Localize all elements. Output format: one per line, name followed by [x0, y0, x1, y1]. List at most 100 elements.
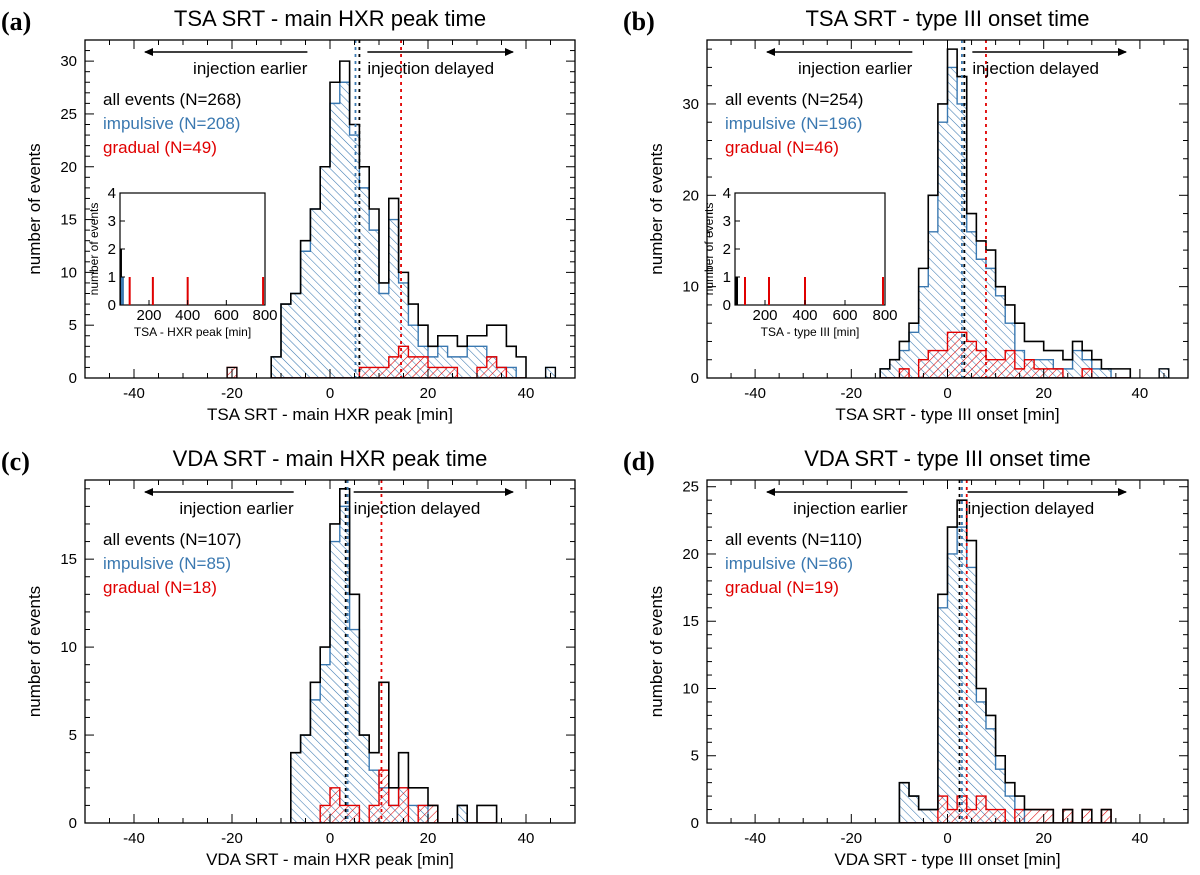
extra-bar-outline: [226, 366, 238, 378]
extra-bar-outline: [1158, 368, 1170, 378]
inset-y-axis-label: number of events: [702, 203, 716, 296]
y-axis-label: number of events: [647, 143, 666, 274]
x-axis-label: TSA SRT - main HXR peak [min]: [207, 405, 453, 424]
inset-x-tick-label: 800: [872, 307, 897, 324]
inset-y-tick-label: 0: [108, 297, 116, 314]
legend-impulsive: impulsive (N=85): [103, 554, 231, 573]
y-tick-label: 10: [60, 264, 77, 281]
inset-y-tick-label: 3: [723, 213, 731, 230]
y-tick-label: 15: [60, 551, 77, 568]
legend-all-events: all events (N=254): [725, 90, 863, 109]
y-tick-label: 30: [60, 53, 77, 70]
x-tick-label: 0: [326, 830, 334, 847]
inset-y-tick-label: 0: [723, 297, 731, 314]
y-tick-label: 25: [60, 106, 77, 123]
y-tick-label: 10: [682, 279, 699, 296]
panel-c: -40 -20 0 20 40 0 5 10 15 VDA SRT - main HXR peak…: [1, 446, 576, 869]
y-tick-label: 15: [682, 613, 699, 630]
x-tick-label: -20: [221, 385, 243, 402]
x-tick-label: 20: [420, 830, 437, 847]
impulsive-histogram: [290, 505, 497, 823]
inset-x-tick-label: 400: [175, 307, 200, 324]
inset-frame: [734, 192, 886, 306]
x-tick-label: 0: [943, 385, 951, 402]
x-tick-label: 0: [326, 385, 334, 402]
y-tick-label: 0: [69, 370, 77, 387]
y-axis-label: number of events: [647, 586, 666, 717]
annotation-injection-earlier: injection earlier: [798, 59, 913, 78]
legend-impulsive: impulsive (N=86): [725, 554, 853, 573]
inset-x-tick-label: 200: [752, 307, 777, 324]
y-tick-label: 0: [691, 815, 699, 832]
inset-x-tick-label: 800: [252, 307, 277, 324]
y-tick-label: 25: [682, 479, 699, 496]
x-tick-label: 40: [1132, 385, 1149, 402]
y-tick-label: 0: [691, 370, 699, 387]
inset-x-axis-label: TSA - type III [min]: [761, 325, 860, 339]
panel-title: TSA SRT - type III onset time: [805, 6, 1089, 31]
inset-frame: [119, 192, 266, 306]
x-tick-label: 40: [1132, 830, 1149, 847]
legend-gradual: gradual (N=18): [103, 578, 217, 597]
legend-impulsive: impulsive (N=196): [725, 114, 862, 133]
legend-gradual: gradual (N=19): [725, 578, 839, 597]
inset: 200 400 600 800 0 1 2 3 4 TSA - type III [min] num…: [702, 185, 898, 339]
inset: 200 400 600 800 0 1 2 3 4 TSA - HXR peak [min] num…: [87, 185, 278, 339]
all-events-histogram: [879, 48, 1132, 378]
x-axis-label: VDA SRT - main HXR peak [min]: [206, 850, 454, 869]
y-tick-label: 20: [60, 159, 77, 176]
inset-x-tick-label: 600: [832, 307, 857, 324]
x-tick-label: 20: [420, 385, 437, 402]
plot-area: [879, 40, 1170, 378]
inset-y-tick-label: 2: [108, 241, 116, 258]
x-tick-label: 20: [1035, 385, 1052, 402]
panel-title: TSA SRT - main HXR peak time: [174, 6, 486, 31]
annotation-injection-earlier: injection earlier: [793, 499, 908, 518]
legend-gradual: gradual (N=46): [725, 138, 839, 157]
panel-label: (c): [1, 447, 30, 476]
x-tick-label: -40: [123, 385, 145, 402]
annotation-injection-earlier: injection earlier: [179, 499, 294, 518]
inset-y-axis-label: number of events: [87, 203, 101, 296]
inset-y-tick-label: 4: [723, 185, 731, 202]
x-tick-label: -20: [221, 830, 243, 847]
inset-x-tick-label: 600: [214, 307, 239, 324]
inset-x-tick-label: 200: [136, 307, 161, 324]
all-events-histogram: [270, 60, 527, 378]
inset-y-tick-label: 1: [108, 269, 116, 286]
annotation-injection-delayed: injection delayed: [367, 59, 494, 78]
y-tick-label: 30: [682, 96, 699, 113]
y-axis-label: number of events: [25, 143, 44, 274]
annotation-injection-delayed: injection delayed: [968, 499, 1095, 518]
panel-label: (b): [623, 7, 655, 36]
x-tick-label: 40: [518, 830, 535, 847]
legend-all-events: all events (N=110): [725, 530, 862, 549]
all-events-histogram: [898, 499, 1112, 823]
plot-area: [226, 40, 557, 378]
inset-x-axis-label: TSA - HXR peak [min]: [134, 325, 251, 339]
inset-y-tick-label: 1: [723, 269, 731, 286]
impulsive-histogram: [879, 66, 1131, 378]
x-tick-label: -20: [840, 385, 862, 402]
annotation-injection-delayed: injection delayed: [972, 59, 1099, 78]
y-axis-label: number of events: [25, 586, 44, 717]
legend-all-events: all events (N=107): [103, 530, 241, 549]
legend-all-events: all events (N=268): [103, 90, 241, 109]
x-tick-label: -40: [123, 830, 145, 847]
y-tick-label: 20: [682, 546, 699, 563]
y-tick-label: 5: [69, 727, 77, 744]
x-tick-label: 20: [1035, 830, 1052, 847]
panel-label: (a): [1, 7, 31, 36]
panel-title: VDA SRT - type III onset time: [804, 446, 1091, 471]
x-tick-label: -40: [744, 385, 766, 402]
inset-y-tick-label: 4: [108, 185, 116, 202]
inset-x-tick-label: 400: [792, 307, 817, 324]
x-tick-label: -20: [840, 830, 862, 847]
x-tick-label: -40: [744, 830, 766, 847]
y-tick-label: 10: [60, 639, 77, 656]
panel-label: (d): [623, 447, 655, 476]
x-tick-label: 40: [518, 385, 535, 402]
